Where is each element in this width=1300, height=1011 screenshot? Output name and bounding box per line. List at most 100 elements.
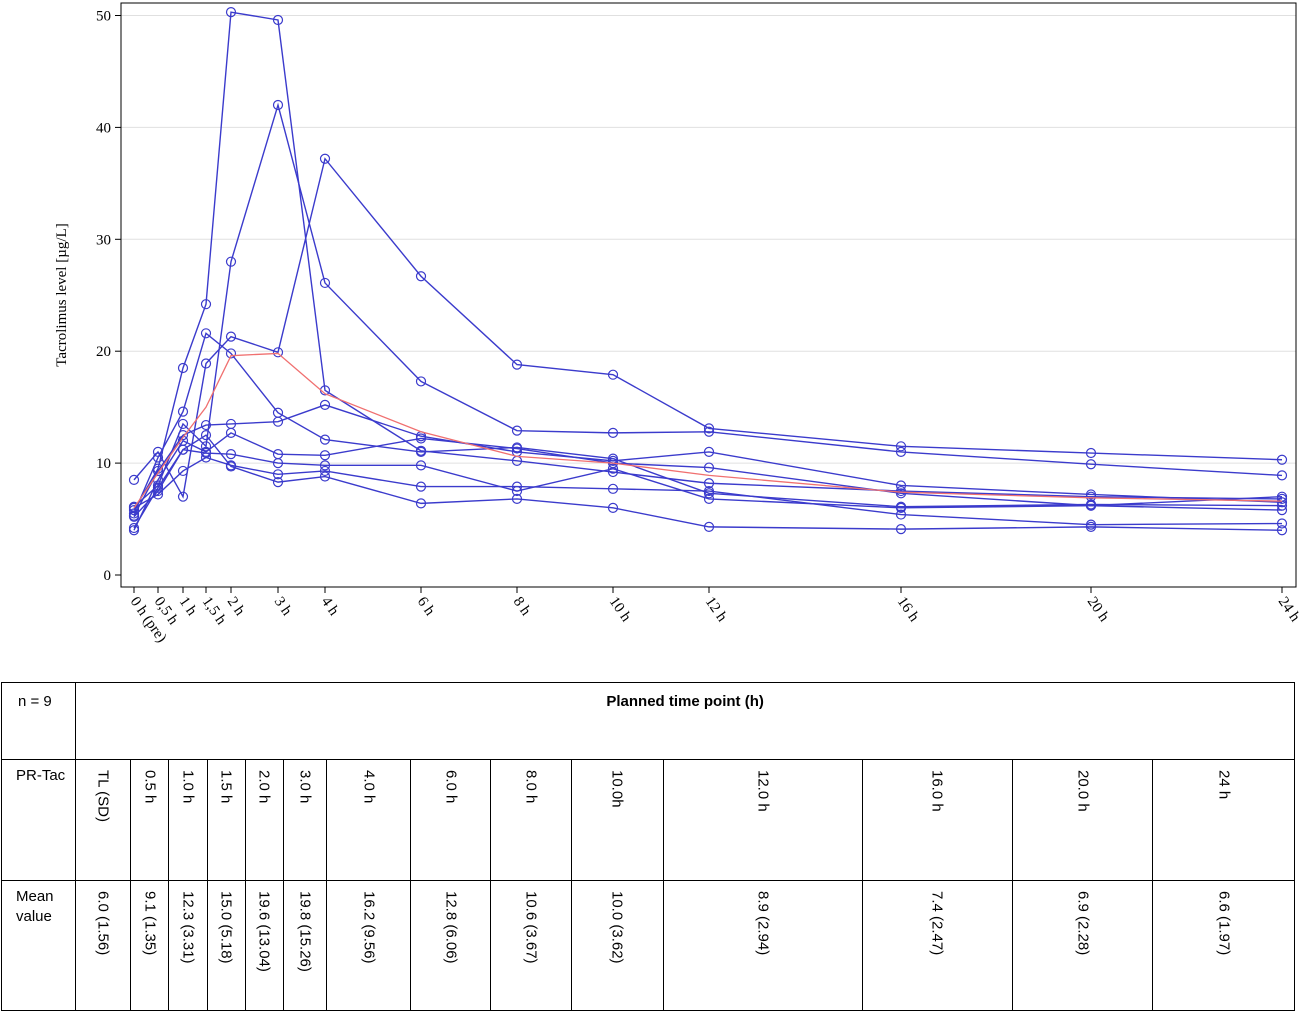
- series-point: [225, 461, 237, 472]
- series-point: [319, 471, 331, 482]
- series-point: [607, 483, 619, 494]
- series-point: [415, 481, 427, 492]
- y-tick-label: 50: [96, 9, 111, 25]
- series-point: [152, 485, 164, 497]
- series-point: [272, 14, 284, 26]
- series-point: [319, 277, 331, 289]
- y-tick-label: 20: [96, 344, 111, 360]
- series-point: [1085, 489, 1097, 500]
- table-cell-mean-value: 6.9 (2.28): [1011, 880, 1154, 1011]
- x-tick-label: 20 h: [1084, 594, 1112, 625]
- series-point: [177, 418, 189, 430]
- series-point: [1276, 470, 1288, 481]
- series-point: [177, 444, 189, 455]
- series-point: [607, 369, 619, 380]
- time-point-label: 12.0 h: [754, 770, 772, 812]
- series-point: [895, 480, 907, 491]
- time-point-label: 6.0 h: [442, 770, 460, 804]
- series-point: [319, 460, 331, 471]
- series-point: [607, 463, 619, 474]
- series-point: [152, 482, 164, 493]
- series-point: [511, 443, 523, 454]
- mean-value-label: 15.0 (5.18): [217, 891, 235, 964]
- y-axis-label: Tacrolimus level [µg/L]: [54, 223, 70, 366]
- x-tick-label: 12 h: [702, 594, 730, 625]
- y-tick-label: 30: [96, 232, 111, 248]
- table-cell-time-point: 2.0 h: [244, 759, 284, 881]
- series-point: [1085, 447, 1097, 459]
- series-point: [607, 502, 619, 513]
- table-cell-time-point: 10.0h: [570, 759, 664, 881]
- table-cell-mean-value: 8.9 (2.94): [662, 880, 863, 1011]
- table-cell-mean-value: 10.6 (3.67): [490, 880, 572, 1011]
- series-point: [415, 433, 427, 444]
- series-point: [511, 359, 523, 370]
- series-point: [225, 331, 237, 342]
- series-point: [319, 399, 331, 411]
- mean-value-label: 12.8 (6.06): [442, 891, 460, 964]
- table-cell-mean-value: 10.0 (3.62): [570, 880, 664, 1011]
- x-tick-label: 1,5 h: [199, 594, 230, 628]
- series-point: [128, 511, 140, 522]
- series-point: [272, 477, 284, 488]
- series-point: [1276, 525, 1288, 536]
- table-cell-time-point: TL (SD): [75, 759, 132, 881]
- x-tick-label: 6 h: [414, 594, 438, 619]
- series-line: [133, 332, 1283, 514]
- table-cell-time-point: 24 h: [1152, 759, 1295, 881]
- series-point: [225, 449, 237, 460]
- series-point: [200, 299, 212, 310]
- series-line: [133, 102, 1283, 508]
- x-tick-label: 24 h: [1275, 594, 1300, 625]
- series-point: [272, 99, 284, 111]
- series-point: [319, 434, 331, 445]
- table-cell-time-point: 0.5 h: [130, 759, 170, 881]
- series-point: [703, 423, 715, 434]
- x-tick-label: 4 h: [318, 594, 342, 619]
- table-cell-time-point: 8.0 h: [490, 759, 572, 881]
- mean-value-label: 12.3 (3.31): [179, 891, 197, 964]
- series-line: [133, 11, 1283, 511]
- x-tick-label: 16 h: [894, 594, 922, 625]
- chart-area: 0 10 20 30 40 50 Tacrolimus level [µg/L] 0 h (p…: [54, 2, 1300, 646]
- series-point: [415, 460, 427, 471]
- x-tick-label: 3 h: [271, 594, 295, 619]
- series-point: [703, 446, 715, 458]
- series-point: [177, 362, 189, 374]
- time-point-label: TL (SD): [94, 770, 112, 822]
- table-cell-mean-value: 7.4 (2.47): [861, 880, 1013, 1011]
- series-point: [225, 256, 237, 267]
- table-cell-time-point: 3.0 h: [282, 759, 327, 881]
- series-point: [703, 478, 715, 489]
- time-point-label: 10.0h: [608, 770, 626, 808]
- table-cell-mean-value: 6.6 (1.97): [1152, 880, 1295, 1011]
- mean-value-label: 10.6 (3.67): [522, 891, 540, 964]
- series-point: [703, 462, 715, 473]
- mean-line: [133, 352, 1283, 509]
- series-point: [225, 427, 237, 438]
- series-point: [1085, 521, 1097, 532]
- series-point: [703, 521, 715, 532]
- series-point: [511, 425, 523, 436]
- series-point: [415, 376, 427, 387]
- series-point: [1276, 491, 1288, 502]
- y-tick-label: 40: [96, 120, 111, 136]
- series-point: [415, 446, 427, 458]
- series-point: [895, 509, 907, 520]
- series-point: [895, 524, 907, 535]
- planned-time-header: Planned time point (h): [75, 682, 1295, 760]
- series-point: [200, 419, 212, 431]
- series-point: [895, 502, 907, 513]
- series-point: [272, 458, 284, 469]
- series-point: [511, 493, 523, 505]
- time-point-label: 0.5 h: [141, 770, 159, 804]
- series-point: [895, 488, 907, 499]
- series-point: [319, 450, 331, 461]
- time-point-label: 20.0 h: [1074, 770, 1092, 812]
- series-point: [1276, 504, 1288, 516]
- series-point: [200, 430, 212, 441]
- time-point-label: 3.0 h: [296, 770, 314, 804]
- series-point: [128, 522, 140, 534]
- series-line: [133, 157, 1283, 499]
- time-point-label: 1.5 h: [217, 770, 235, 804]
